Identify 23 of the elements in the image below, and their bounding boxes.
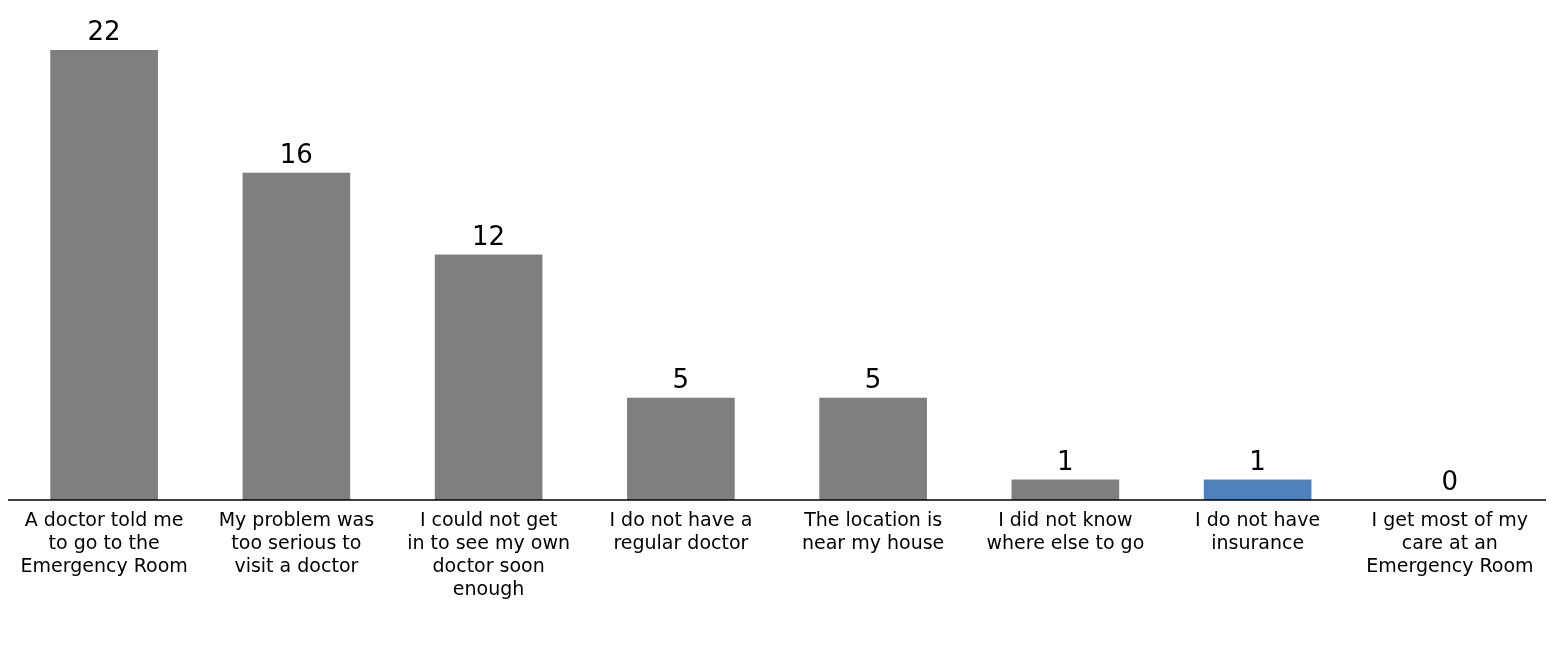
data-label: 22	[87, 16, 121, 46]
data-label: 1	[1057, 445, 1074, 476]
bar	[1203, 479, 1312, 500]
bar	[1011, 479, 1120, 500]
data-label: 12	[472, 220, 506, 251]
x-tick-label: My problem was too serious to visit a doctor	[218, 508, 375, 576]
x-tick-label: I get most of my care at an Emergency Room	[1366, 508, 1534, 576]
data-label: 16	[279, 138, 313, 169]
data-label: 5	[672, 363, 690, 394]
bar	[819, 397, 927, 500]
x-tick-label: I did not know where else to go	[986, 508, 1145, 553]
data-label: 5	[864, 363, 882, 394]
x-tick-label: I do not have a regular doctor	[609, 508, 753, 553]
bar	[627, 397, 735, 500]
bar	[434, 254, 543, 500]
x-tick-label: I do not have insurance	[1195, 508, 1321, 553]
bar	[50, 50, 158, 500]
x-tick-label: The location is near my house	[801, 508, 945, 553]
bar	[242, 172, 351, 500]
x-tick-label: I could not get in to see my own doctor soon enough	[407, 508, 571, 599]
data-label: 0	[1441, 466, 1459, 496]
x-tick-label: A doctor told me to go to the Emergency Room	[20, 508, 188, 576]
data-label: 1	[1249, 445, 1266, 476]
